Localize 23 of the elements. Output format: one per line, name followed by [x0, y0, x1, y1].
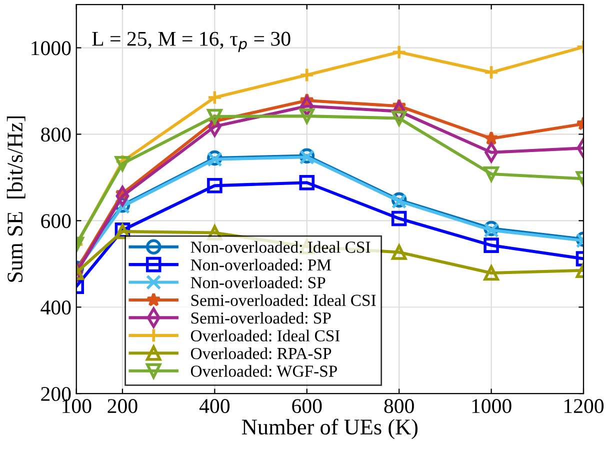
x-tick-label: 1200: [564, 399, 604, 414]
y-tick-label: 600: [41, 214, 71, 228]
legend-label: Overloaded: Ideal CSI: [190, 330, 340, 342]
x-tick-label: 100: [62, 399, 92, 414]
y-tick-label: 400: [40, 300, 71, 315]
x-tick-label: 800: [384, 399, 414, 414]
x-tick-label: 600: [292, 399, 322, 414]
y-tick-label: 800: [41, 128, 71, 142]
y-axis-title: Sum SE [bit/s/Hz]: [6, 116, 26, 282]
legend-label: Non-overloaded: Ideal CSI: [190, 241, 370, 253]
legend-label: Overloaded: RPA-SP: [190, 347, 332, 360]
legend-label: Non-overloaded: PM: [190, 258, 331, 271]
annotation: L = 25, M = 16, τ$_{p}$ = 30: [92, 32, 290, 52]
legend-label: Overloaded: WGF-SP: [190, 365, 337, 377]
x-tick-label: 200: [108, 399, 138, 414]
legend-label: Semi-overloaded: SP: [191, 312, 331, 324]
legend-label: Semi-overloaded: Ideal CSI: [191, 294, 376, 306]
legend-label: Non-overloaded: SP: [190, 276, 326, 288]
y-tick-label: 200: [41, 386, 71, 402]
x-axis-title: Number of UEs (K): [242, 418, 418, 440]
y-tick-label: 1000: [32, 41, 71, 56]
x-tick-label: 1000: [472, 399, 512, 414]
x-tick-label: 400: [199, 399, 230, 414]
